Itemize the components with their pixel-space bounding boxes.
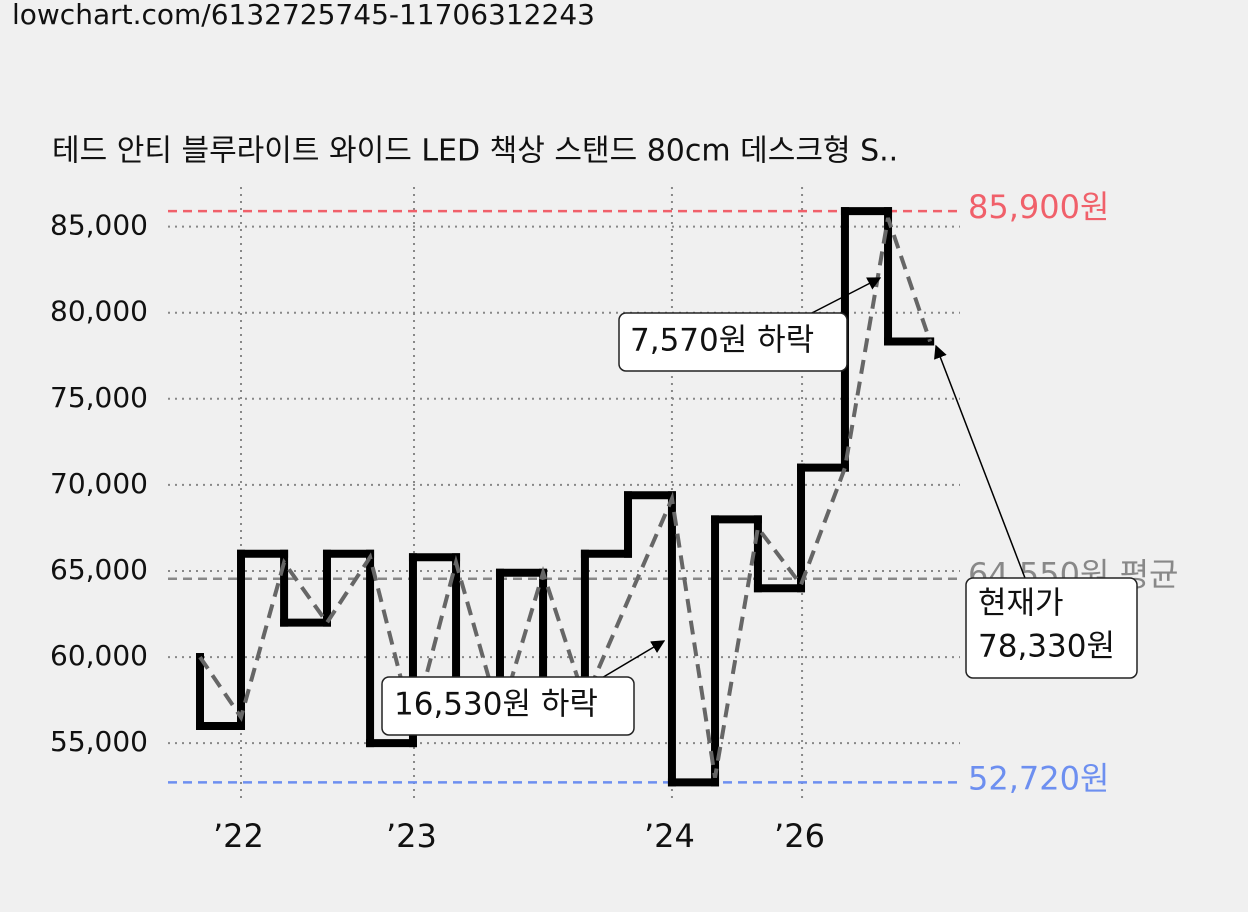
annotation: 7,570원 하락 (618, 312, 848, 372)
arrow (594, 640, 666, 683)
annotation-text: 7,570원 하락 (630, 323, 814, 359)
annotation-box (965, 577, 1138, 679)
annotation-text: 16,530원 하락 (394, 687, 598, 723)
annotation-text: 78,330원 (978, 629, 1115, 665)
y-tick-label: 60,000 (50, 639, 148, 672)
annotation: 16,530원 하락 (381, 676, 635, 736)
y-tick-label: 75,000 (50, 381, 148, 414)
y-tick-label: 70,000 (50, 467, 148, 500)
x-tick-label: ’26 (774, 817, 825, 855)
arrow (807, 277, 882, 316)
annotation-text: 현재가 (978, 586, 1064, 622)
y-tick-label: 65,000 (50, 553, 148, 586)
reference-label: 52,720원 (968, 759, 1109, 797)
chart-title: 테드 안티 블루라이트 와이드 LED 책상 스탠드 80cm 데스크형 S.. (52, 134, 898, 169)
url: lowchart.com/6132725745-11706312243 (12, 0, 595, 31)
annotations: 7,570원 하락 16,530원 하락 현재가 78,330원 (381, 277, 1138, 736)
grid: 55,000 60,000 65,000 70,000 75,000 80,000 85,0… (50, 187, 960, 855)
x-tick-label: ’23 (386, 817, 437, 855)
annotation-box (381, 676, 635, 736)
reference-label: 85,900원 (968, 188, 1109, 226)
y-tick-label: 80,000 (50, 295, 148, 328)
trend-line (198, 217, 932, 778)
x-tick-label: ’24 (644, 817, 695, 855)
arrow (934, 344, 1026, 579)
y-tick-label: 85,000 (50, 209, 148, 242)
y-tick-label: 55,000 (50, 725, 148, 758)
annotation-box (618, 312, 848, 372)
x-tick-label: ’22 (213, 817, 264, 855)
annotation: 현재가 78,330원 (965, 577, 1138, 679)
